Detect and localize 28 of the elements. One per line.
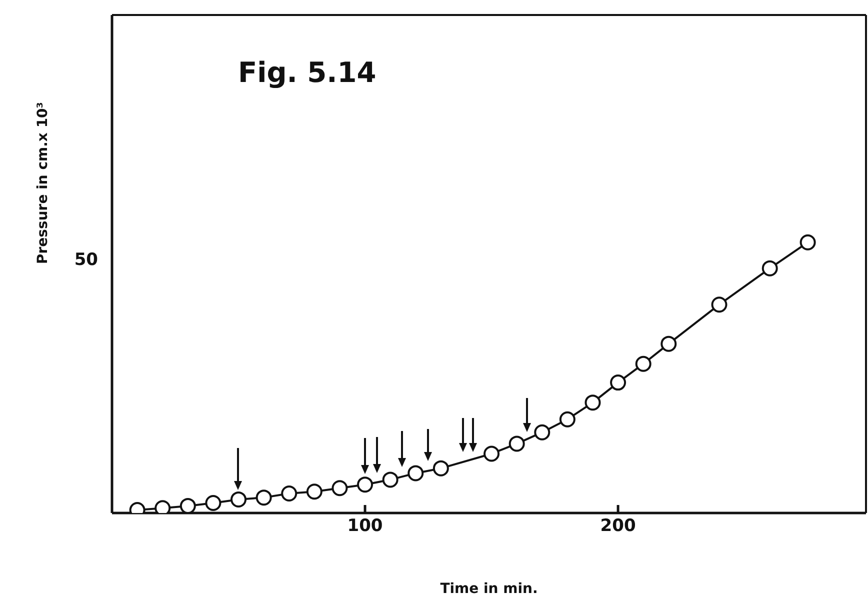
point — [484, 446, 500, 462]
point — [281, 486, 298, 502]
point — [800, 234, 816, 250]
point — [230, 491, 247, 508]
chart-title: Fig. 5.14 — [238, 56, 376, 89]
point — [357, 476, 374, 493]
y-axis-title: Pressure in cm.x 10³ — [34, 102, 51, 264]
point — [584, 394, 601, 411]
point — [660, 336, 677, 352]
point — [180, 498, 196, 513]
x-tick-label: 100 — [347, 516, 383, 536]
point — [711, 296, 728, 313]
text: 50 — [74, 250, 98, 270]
point — [559, 411, 576, 428]
point — [534, 424, 550, 440]
point — [610, 374, 626, 391]
point — [382, 472, 398, 488]
point — [256, 490, 272, 506]
point — [408, 465, 424, 482]
point — [508, 436, 525, 452]
point — [432, 460, 449, 476]
x-axis-title: Time in min. — [440, 581, 538, 597]
point — [205, 494, 222, 511]
point — [306, 484, 322, 500]
x-tick-label: 200 — [600, 516, 636, 536]
point — [762, 260, 778, 276]
point — [635, 356, 652, 372]
point — [332, 480, 348, 496]
